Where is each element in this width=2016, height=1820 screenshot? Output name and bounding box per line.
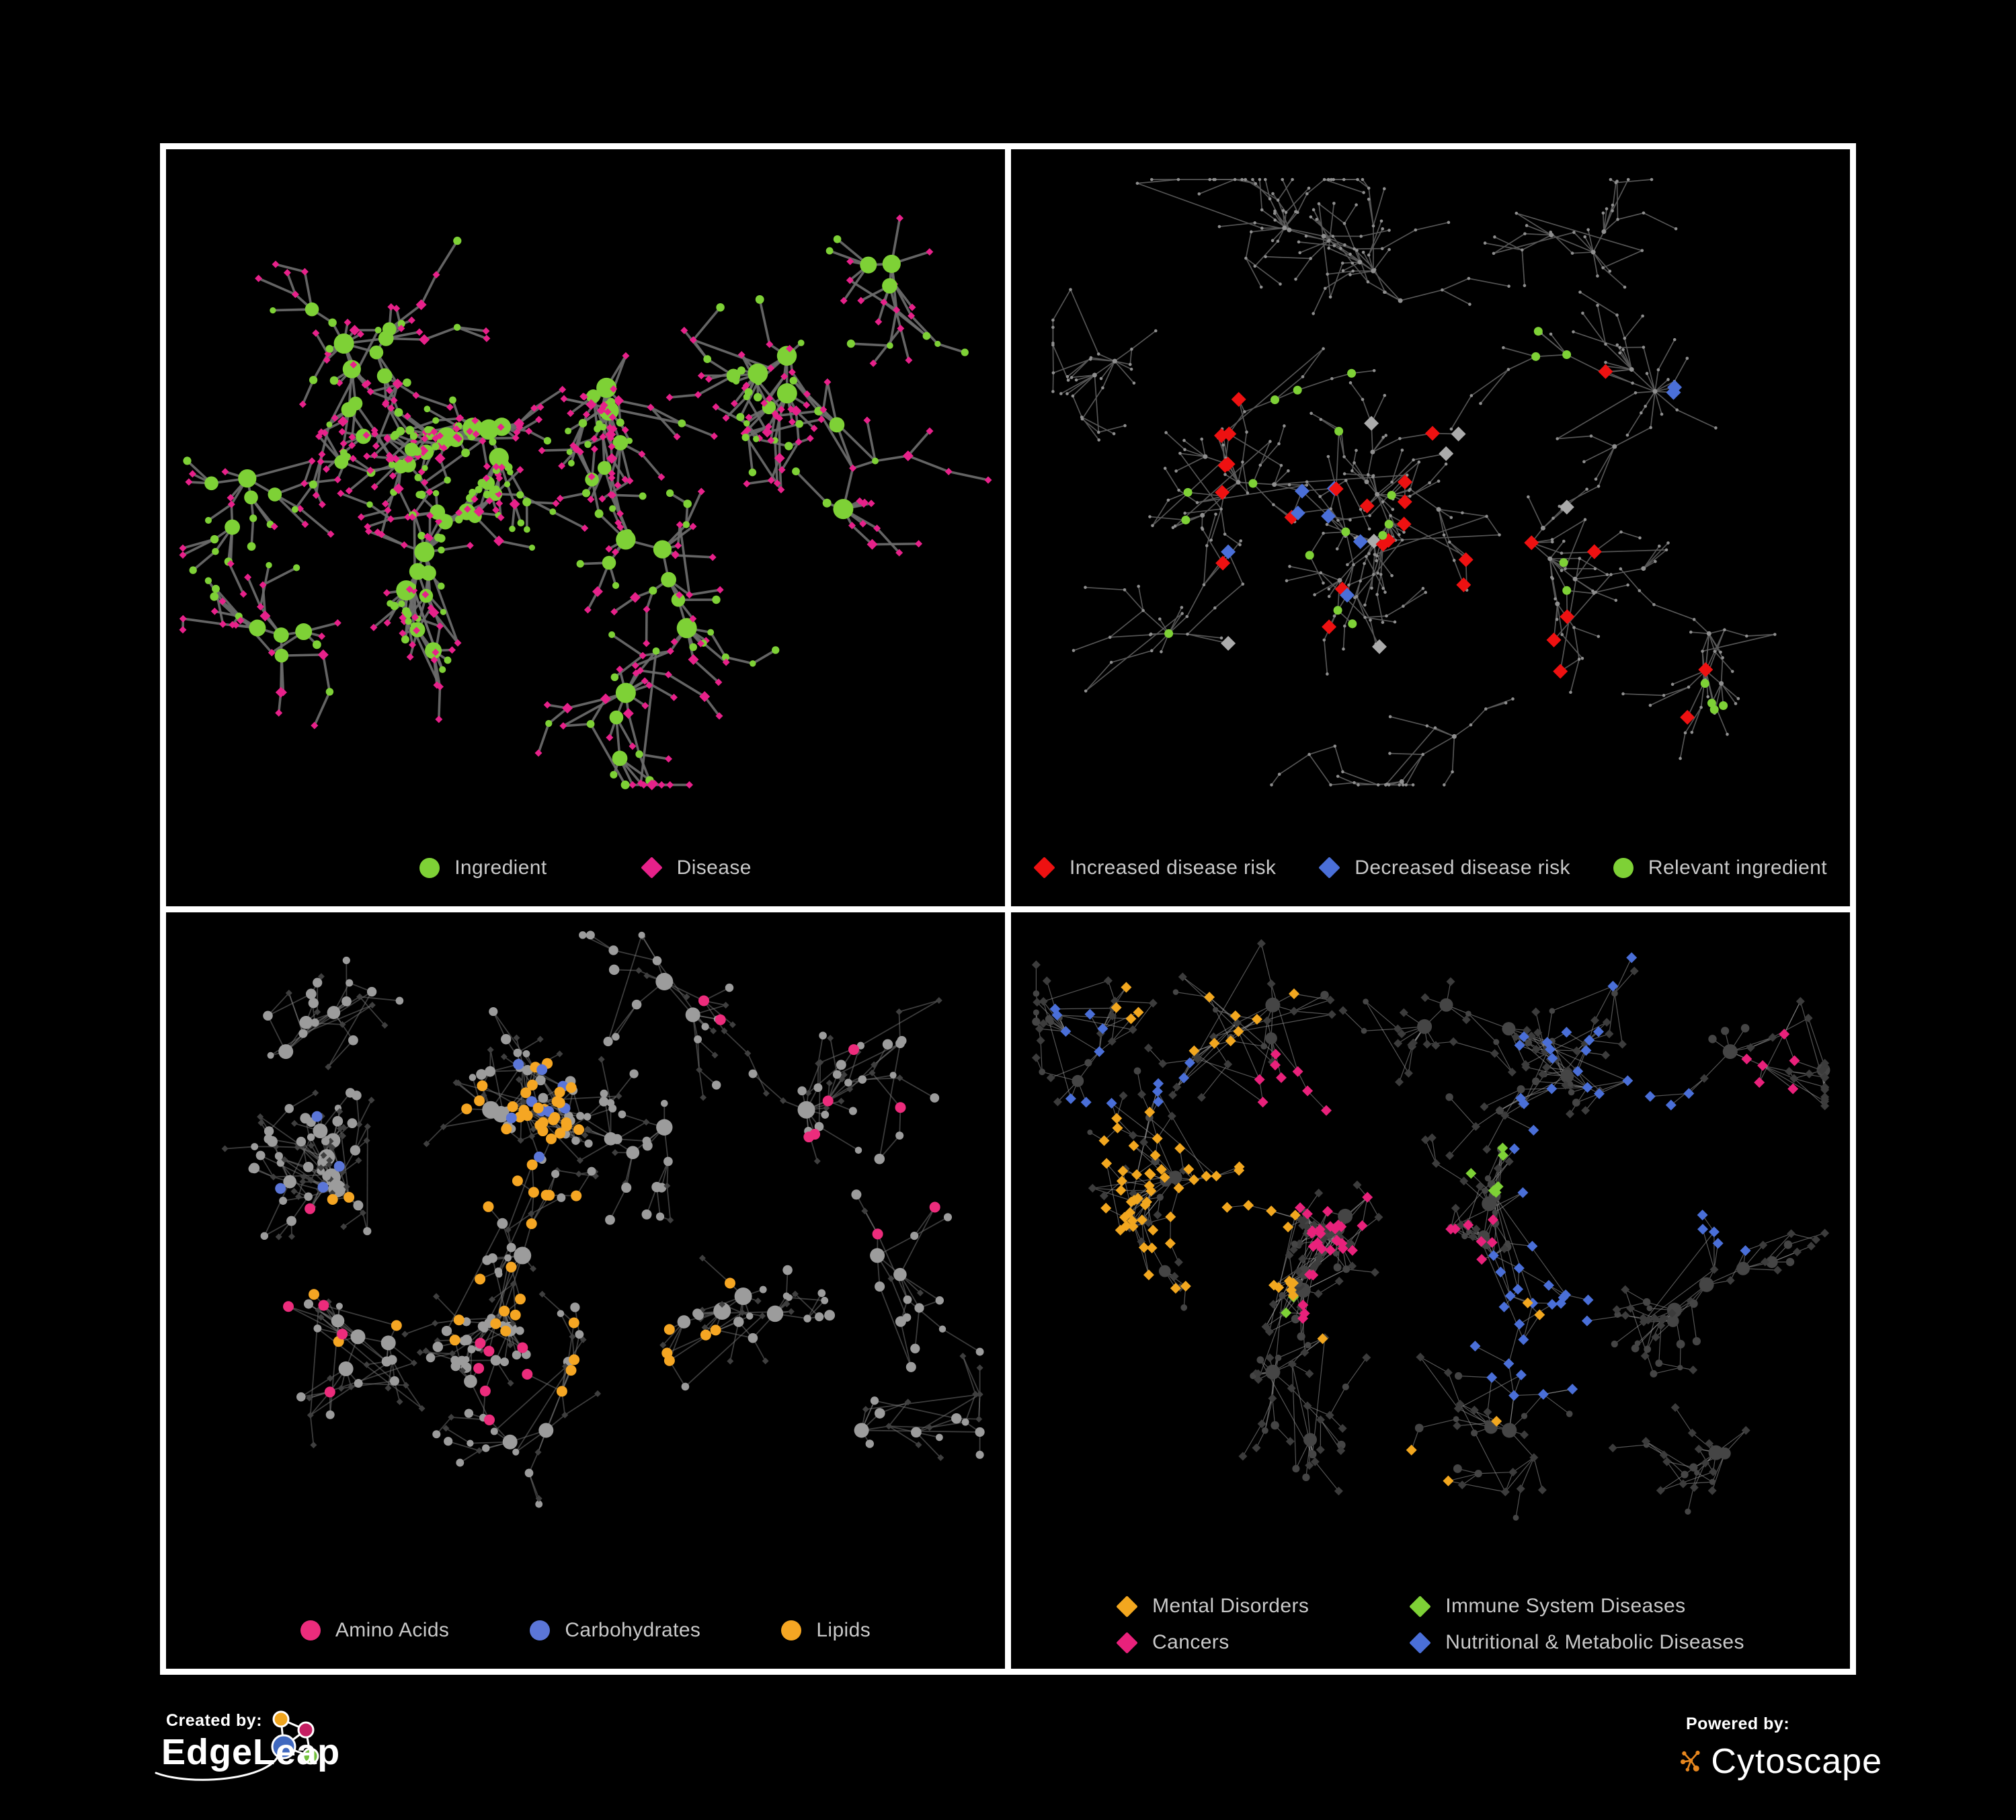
legend-label-decreased-risk: Decreased disease risk <box>1355 856 1570 879</box>
legend-label-mental-disorders: Mental Disorders <box>1152 1595 1309 1617</box>
legend-item-lipids: Lipids <box>781 1619 871 1642</box>
network-graph-disease-risk <box>1051 177 1777 787</box>
edgeleap-node-orange <box>272 1710 290 1728</box>
created-by-label: Created by: <box>166 1711 263 1730</box>
powered-by-label: Powered by: <box>1686 1714 1790 1733</box>
cytoscape-logo: Powered by: Cytoscape <box>1681 1714 1882 1795</box>
legend-item-mental-disorders: Mental Disorders <box>1116 1595 1309 1618</box>
legend-item-increased-risk: Increased disease risk <box>1033 856 1277 879</box>
nutritional-metabolic-diseases-diamond-icon <box>1409 1631 1432 1654</box>
legend-item-decreased-risk: Decreased disease risk <box>1318 856 1570 879</box>
cancers-diamond-icon <box>1116 1631 1138 1654</box>
legend-item-amino-acids: Amino Acids <box>300 1619 449 1642</box>
network-graph-ingredient-disease <box>179 214 992 791</box>
panel-disease-categories: Mental Disorders Immune System Diseases … <box>1011 912 1850 1669</box>
legend-label-relevant-ingredient: Relevant ingredient <box>1648 856 1827 879</box>
network-graph-disease-categories <box>1031 939 1830 1521</box>
legend-ingredient-disease: Ingredient Disease <box>166 857 1005 879</box>
legend-label-immune-system-diseases: Immune System Diseases <box>1445 1595 1686 1617</box>
edgeleap-network-icon <box>155 1710 319 1781</box>
legend-item-relevant-ingredient: Relevant ingredient <box>1613 857 1827 879</box>
relevant-ingredient-circle-icon <box>1613 857 1634 878</box>
panel-ingredient-classes: Amino Acids Carbohydrates Lipids <box>166 912 1005 1669</box>
legend-disease-risk: Increased disease risk Decreased disease… <box>1011 857 1850 879</box>
legend-label-lipids: Lipids <box>816 1619 871 1641</box>
edgeleap-node-magenta <box>297 1721 315 1739</box>
legend-item-immune-system-diseases: Immune System Diseases <box>1409 1595 1744 1618</box>
legend-label-nutritional-metabolic-diseases: Nutritional & Metabolic Diseases <box>1445 1631 1744 1653</box>
legend-item-ingredient: Ingredient <box>419 857 547 879</box>
legend-disease-categories: Mental Disorders Immune System Diseases … <box>1116 1595 1744 1654</box>
edgeleap-node-blue <box>271 1734 296 1759</box>
panel-ingredient-disease: Ingredient Disease <box>166 149 1005 906</box>
legend-label-increased-risk: Increased disease risk <box>1070 856 1277 879</box>
cytoscape-brand-text: Cytoscape <box>1711 1742 1882 1781</box>
legend-item-disease: Disease <box>640 856 752 879</box>
disease-diamond-icon <box>640 857 663 879</box>
legend-label-ingredient: Ingredient <box>454 856 547 879</box>
legend-label-carbohydrates: Carbohydrates <box>565 1619 701 1641</box>
increased-risk-diamond-icon <box>1033 857 1055 879</box>
legend-label-disease: Disease <box>676 856 752 879</box>
immune-system-diseases-diamond-icon <box>1409 1595 1432 1618</box>
mental-disorders-diamond-icon <box>1116 1595 1138 1618</box>
legend-ingredient-classes: Amino Acids Carbohydrates Lipids <box>166 1619 1005 1642</box>
edgeleap-node-green <box>302 1747 319 1765</box>
legend-item-cancers: Cancers <box>1116 1631 1309 1654</box>
ingredient-circle-icon <box>419 857 440 878</box>
edgeleap-logo: Created by: EdgeLeap <box>155 1710 484 1812</box>
decreased-risk-diamond-icon <box>1318 857 1341 879</box>
edgeleap-brand-text: EdgeLeap <box>161 1732 341 1772</box>
carbohydrates-circle-icon <box>530 1620 551 1640</box>
legend-label-amino-acids: Amino Acids <box>335 1619 450 1641</box>
network-graph-ingredient-classes <box>221 930 985 1508</box>
figure-grid: Ingredient Disease Increased disease ris… <box>160 143 1856 1675</box>
panel-disease-risk: Increased disease risk Decreased disease… <box>1011 149 1850 906</box>
lipids-circle-icon <box>781 1620 802 1640</box>
legend-label-cancers: Cancers <box>1152 1631 1229 1653</box>
cytoscape-network-icon <box>1681 1750 1700 1772</box>
legend-item-nutritional-metabolic-diseases: Nutritional & Metabolic Diseases <box>1409 1631 1744 1654</box>
amino-acids-circle-icon <box>300 1620 321 1640</box>
legend-item-carbohydrates: Carbohydrates <box>530 1619 700 1642</box>
